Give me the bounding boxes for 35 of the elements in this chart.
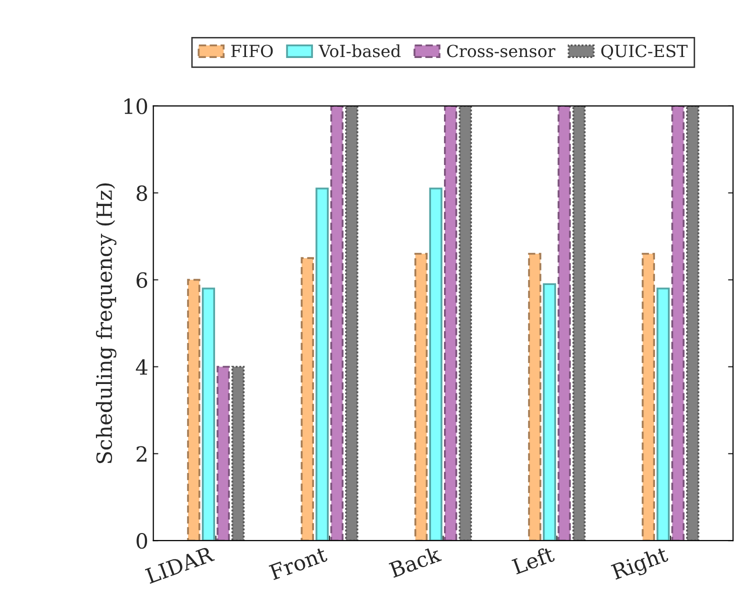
bar	[330, 106, 344, 541]
legend-label: QUIC-EST	[601, 44, 688, 60]
bar	[300, 257, 314, 541]
x-tick-label: Left	[511, 546, 556, 575]
bar	[216, 366, 230, 541]
bar	[444, 106, 458, 541]
x-tick-label: Back	[388, 545, 442, 578]
legend-label: Cross-sensor	[447, 44, 556, 58]
bar	[542, 283, 556, 541]
bar	[671, 106, 684, 541]
bar	[231, 366, 245, 541]
bar	[458, 106, 472, 541]
x-tick-label: Right	[610, 546, 670, 584]
y-tick-label: 4	[136, 359, 148, 375]
bar	[202, 288, 216, 541]
bar	[572, 106, 586, 541]
y-tick-label: 10	[124, 98, 148, 114]
y-tick-label: 6	[136, 272, 148, 288]
x-tick-label: Front	[268, 546, 328, 580]
y-axis-title: Scheduling frequency (Hz)	[96, 183, 116, 464]
y-tick-label: 0	[136, 533, 148, 549]
y-tick-label: 2	[136, 446, 146, 462]
bar	[187, 278, 200, 541]
bar	[414, 252, 428, 541]
legend-label: VoI-based	[318, 44, 401, 58]
bar	[642, 252, 655, 541]
bar	[558, 106, 571, 541]
bar	[429, 188, 442, 541]
legend-label: FIFO	[231, 44, 273, 58]
bar	[686, 106, 700, 541]
bar	[656, 288, 670, 541]
bar	[528, 252, 542, 541]
bar	[345, 106, 358, 541]
y-tick-label: 8	[136, 185, 148, 202]
bar	[316, 188, 329, 541]
